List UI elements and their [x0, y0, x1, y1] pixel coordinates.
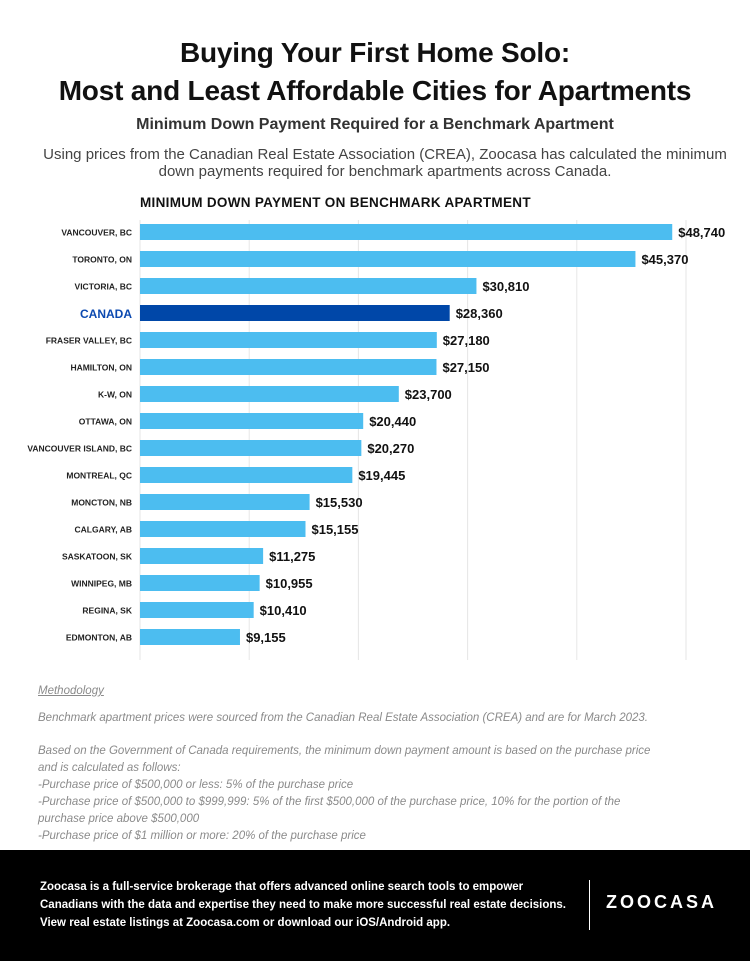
- category-label: OTTAWA, ON: [79, 417, 132, 427]
- bar: [140, 386, 399, 402]
- methodology-line: -Purchase price of $500,000 or less: 5% …: [38, 779, 354, 791]
- value-label: $15,530: [316, 495, 363, 510]
- category-label: VANCOUVER, BC: [61, 228, 132, 238]
- bar: [140, 575, 260, 591]
- value-label: $20,270: [367, 441, 414, 456]
- footer-divider: [589, 880, 590, 930]
- value-label: $48,740: [678, 225, 725, 240]
- methodology-section: Methodology Benchmark apartment prices w…: [38, 683, 728, 845]
- bar: [140, 602, 254, 618]
- value-label: $27,180: [443, 333, 490, 348]
- value-label: $20,440: [369, 414, 416, 429]
- page-subtitle: Minimum Down Payment Required for a Benc…: [136, 116, 614, 133]
- category-label: TORONTO, ON: [72, 255, 132, 265]
- methodology-line: purchase price above $500,000: [38, 813, 200, 825]
- methodology-line: -Purchase price of $1 million or more: 2…: [38, 830, 366, 842]
- bar: [140, 413, 364, 429]
- category-label: REGINA, SK: [82, 606, 132, 616]
- category-label: VICTORIA, BC: [75, 282, 132, 292]
- value-label: $30,810: [482, 279, 529, 294]
- footer-line: Canadians with the data and expertise th…: [40, 899, 566, 911]
- value-label: $27,150: [442, 360, 489, 375]
- category-label: WINNIPEG, MB: [71, 579, 132, 589]
- bar: [140, 494, 310, 510]
- bar: [140, 521, 306, 537]
- methodology-line: -Purchase price of $500,000 to $999,999:…: [38, 796, 621, 808]
- category-label: FRASER VALLEY, BC: [46, 336, 132, 346]
- category-label: K-W, ON: [98, 390, 132, 400]
- title-line-2: Most and Least Affordable Cities for Apa…: [58, 75, 692, 106]
- bar-chart: 010,00020,00030,00040,00050,000VANCOUVER…: [27, 220, 725, 660]
- value-label: $23,700: [405, 387, 452, 402]
- footer: Zoocasa is a full-service brokerage that…: [0, 850, 750, 961]
- value-label: $28,360: [456, 306, 503, 321]
- value-label: $45,370: [641, 252, 688, 267]
- category-label: VANCOUVER ISLAND, BC: [27, 444, 132, 454]
- category-label: CANADA: [80, 307, 132, 321]
- methodology-line: and is calculated as follows:: [38, 762, 181, 774]
- value-label: $15,155: [311, 522, 358, 537]
- footer-line: Zoocasa is a full-service brokerage that…: [40, 881, 524, 893]
- category-label: SASKATOON, SK: [62, 552, 133, 562]
- bar: [140, 305, 450, 321]
- page-title: Buying Your First Home Solo: Most and Le…: [0, 34, 750, 110]
- bar: [140, 440, 362, 456]
- bar: [140, 332, 437, 348]
- footer-line: View real estate listings at Zoocasa.com…: [40, 917, 451, 929]
- methodology-line: Based on the Government of Canada requir…: [38, 745, 651, 757]
- bar: [140, 224, 673, 240]
- bar: [140, 467, 353, 483]
- methodology-heading: Methodology: [38, 685, 104, 697]
- bar: [140, 548, 264, 564]
- bar: [140, 629, 240, 645]
- category-label: HAMILTON, ON: [70, 363, 132, 373]
- category-label: EDMONTON, AB: [66, 633, 132, 643]
- category-label: MONCTON, NB: [71, 498, 132, 508]
- title-line-1: Buying Your First Home Solo:: [179, 37, 571, 68]
- value-label: $19,445: [358, 468, 405, 483]
- bar: [140, 359, 437, 375]
- bar: [140, 251, 636, 267]
- category-label: MONTREAL, QC: [66, 471, 132, 481]
- category-label: CALGARY, AB: [75, 525, 132, 535]
- zoocasa-logo: ZOOCASA: [606, 892, 717, 912]
- chart-title: MINIMUM DOWN PAYMENT ON BENCHMARK APARTM…: [140, 195, 531, 210]
- value-label: $11,275: [269, 549, 315, 564]
- intro-text: Using prices from the Canadian Real Esta…: [43, 146, 727, 180]
- value-label: $10,410: [260, 603, 307, 618]
- methodology-source: Benchmark apartment prices were sourced …: [38, 712, 648, 724]
- value-label: $9,155: [246, 630, 286, 645]
- value-label: $10,955: [266, 576, 313, 591]
- footer-text: Zoocasa is a full-service brokerage that…: [40, 878, 580, 932]
- bar: [140, 278, 477, 294]
